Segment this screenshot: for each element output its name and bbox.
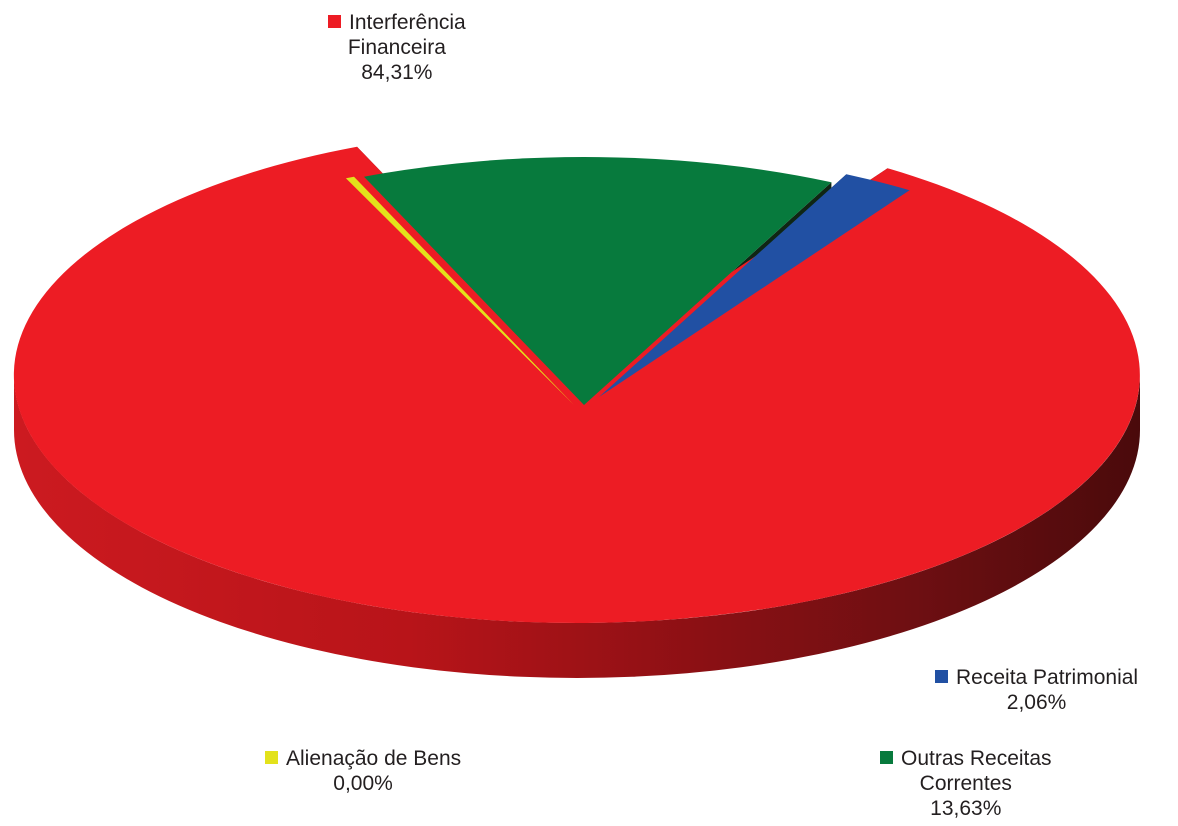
slice-label-0-line-0: Interferência [349,11,466,34]
pie-slice-0-side-0 [14,375,1140,678]
pie-tops [13,146,1140,624]
legend-swatch-2 [880,751,893,764]
slice-value-2: 13,63% [930,797,1002,820]
legend-swatch-0 [328,15,341,28]
slice-label-1-line-0: Receita Patrimonial [956,666,1139,689]
legend-swatch-1 [935,670,948,683]
slice-label-3-line-0: Alienação de Bens [286,747,462,770]
slice-value-1: 2,06% [1006,691,1067,714]
slice-label-1: Receita Patrimonial 2,06% [935,665,1138,715]
slice-value-3: 0,00% [333,772,393,795]
slice-label-3: Alienação de Bens 0,00% [265,746,461,796]
slice-value-0: 84,31% [361,61,433,84]
slice-label-2-line-1: Correntes [919,772,1012,795]
pie-slice-2 [364,156,832,405]
pie-slice-3 [345,176,574,405]
slice-label-0: Interferência Financeira 84,31% [328,10,466,85]
slice-label-2-line-0: Outras Receitas [901,747,1052,770]
slice-label-0-line-1: Financeira [347,36,446,59]
pie-slice-1 [599,174,910,397]
slice-label-2: Outras Receitas Correntes 13,63% [880,746,1052,821]
legend-swatch-3 [265,751,278,764]
